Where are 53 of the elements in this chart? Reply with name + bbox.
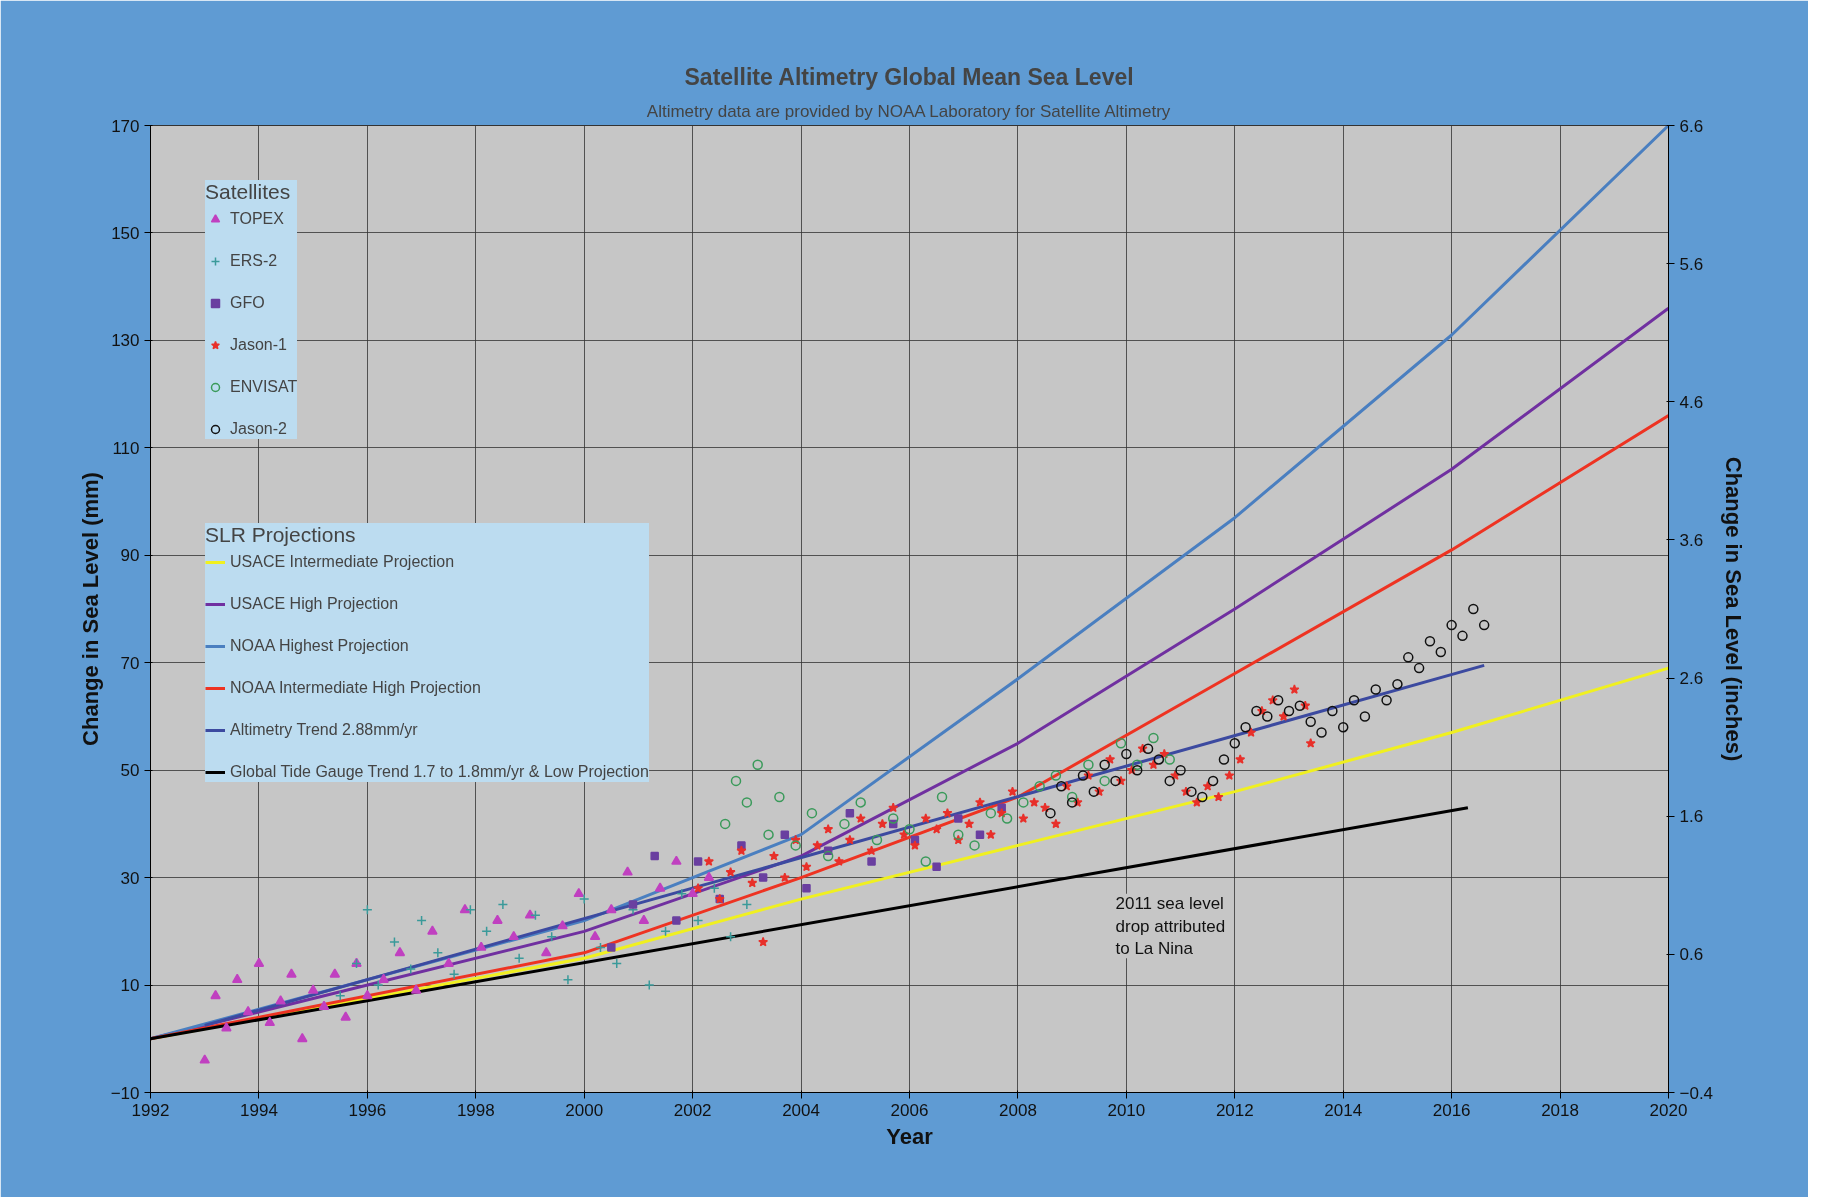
legend-label: USACE Intermediate Projection: [230, 552, 455, 572]
legend-label: USACE High Projection: [230, 594, 399, 614]
y2-tick-label: 6.6: [1679, 116, 1704, 136]
y-tick-label: 30: [120, 868, 140, 888]
legend-label: Jason-2: [230, 419, 287, 439]
y-tick-label: 130: [111, 331, 140, 351]
y-tick-label: 110: [112, 438, 140, 458]
x-tick-label: 2000: [565, 1100, 604, 1120]
y2-tick-label: 2.6: [1679, 669, 1704, 689]
text: Satellites: [205, 180, 291, 203]
x-tick-label: 2008: [999, 1100, 1037, 1120]
y-tick-label: 170: [111, 116, 140, 136]
y2-tick-label: −0.4: [1679, 1083, 1714, 1103]
legend-label: TOPEX: [230, 209, 284, 229]
x-tick-label: 1992: [131, 1100, 170, 1120]
x-tick-label: 2020: [1649, 1100, 1688, 1120]
legend-label: NOAA Intermediate High Projection: [230, 678, 481, 698]
x-tick-label: 1996: [348, 1100, 387, 1120]
x-axis-title: Year: [886, 1123, 934, 1149]
x-tick-label: 2012: [1215, 1100, 1254, 1120]
legend-label: Jason-1: [230, 335, 287, 355]
y2-axis-title: Change in Sea Level (inches): [1721, 456, 1747, 762]
y2-tick-label: 3.6: [1679, 530, 1704, 550]
x-tick-label: 2002: [673, 1100, 712, 1120]
x-tick-label: 1994: [240, 1100, 278, 1120]
legend-label: NOAA Highest Projection: [230, 636, 409, 656]
y-tick-label: 10: [120, 976, 140, 996]
legend-label: Global Tide Gauge Trend 1.7 to 1.8mm/yr & Low Projection: [230, 762, 649, 782]
y-tick-label: 90: [120, 546, 140, 566]
x-tick-label: 2010: [1107, 1100, 1146, 1120]
chart-title: Satellite Altimetry Global Mean Sea Level: [684, 63, 1134, 90]
y2-tick-label: 5.6: [1679, 254, 1704, 274]
x-tick-label: 1998: [456, 1100, 495, 1120]
y-tick-label: 150: [111, 223, 140, 243]
y2-tick-label: 0.6: [1679, 945, 1704, 965]
x-tick-label: 2006: [890, 1100, 929, 1120]
legend-label: Altimetry Trend 2.88mm/yr: [230, 720, 418, 740]
y-tick-label: 70: [120, 653, 140, 673]
y2-tick-label: 1.6: [1679, 807, 1704, 827]
legend-label: ENVISAT: [230, 377, 298, 397]
y2-tick-label: 4.6: [1679, 392, 1704, 412]
chart-subtitle: Altimetry data are provided by NOAA Laboratory for Satellite Altimetry: [646, 101, 1171, 121]
x-tick-label: 2014: [1324, 1100, 1363, 1120]
text: SLR Projections: [205, 523, 356, 546]
x-tick-label: 2004: [782, 1100, 820, 1120]
annotation: 2011 sea level drop attributed to La Nina: [1115, 893, 1226, 959]
legend-label: ERS-2: [230, 251, 278, 271]
y-tick-label: −10: [110, 1083, 140, 1103]
x-tick-label: 2018: [1541, 1100, 1579, 1120]
legend-label: GFO: [230, 293, 265, 313]
y-tick-label: 50: [120, 761, 140, 781]
y-axis-title: Change in Sea Level (mm): [77, 472, 103, 746]
x-tick-label: 2016: [1432, 1100, 1471, 1120]
